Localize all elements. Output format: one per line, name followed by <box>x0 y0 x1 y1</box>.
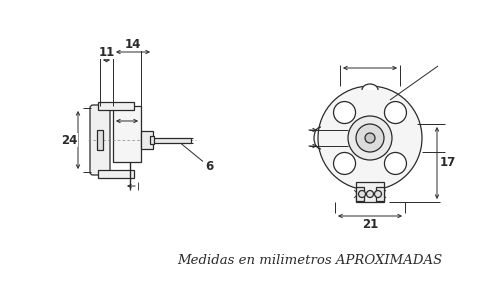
Bar <box>97 130 103 150</box>
Circle shape <box>365 133 375 143</box>
Bar <box>356 187 364 201</box>
Bar <box>356 182 384 202</box>
Bar <box>141 131 153 149</box>
Text: 21: 21 <box>362 218 378 230</box>
Bar <box>153 138 191 143</box>
Text: 11: 11 <box>98 46 114 59</box>
Circle shape <box>366 190 374 198</box>
Bar <box>98 170 134 178</box>
Text: 24: 24 <box>61 134 77 147</box>
Text: 6: 6 <box>205 160 213 173</box>
Circle shape <box>358 190 366 198</box>
Circle shape <box>334 102 355 124</box>
Wedge shape <box>362 82 378 90</box>
Circle shape <box>384 153 406 174</box>
Bar <box>376 187 384 201</box>
Text: 14: 14 <box>125 38 141 50</box>
Bar <box>150 136 154 144</box>
Circle shape <box>334 153 355 174</box>
Bar <box>98 102 134 110</box>
Circle shape <box>356 124 384 152</box>
Circle shape <box>348 116 392 160</box>
Circle shape <box>318 86 422 190</box>
Circle shape <box>374 190 382 198</box>
Bar <box>113 106 141 162</box>
Text: 17: 17 <box>440 156 456 170</box>
Circle shape <box>384 102 406 124</box>
FancyBboxPatch shape <box>90 105 110 175</box>
Text: Medidas en milimetros APROXIMADAS: Medidas en milimetros APROXIMADAS <box>178 254 442 267</box>
